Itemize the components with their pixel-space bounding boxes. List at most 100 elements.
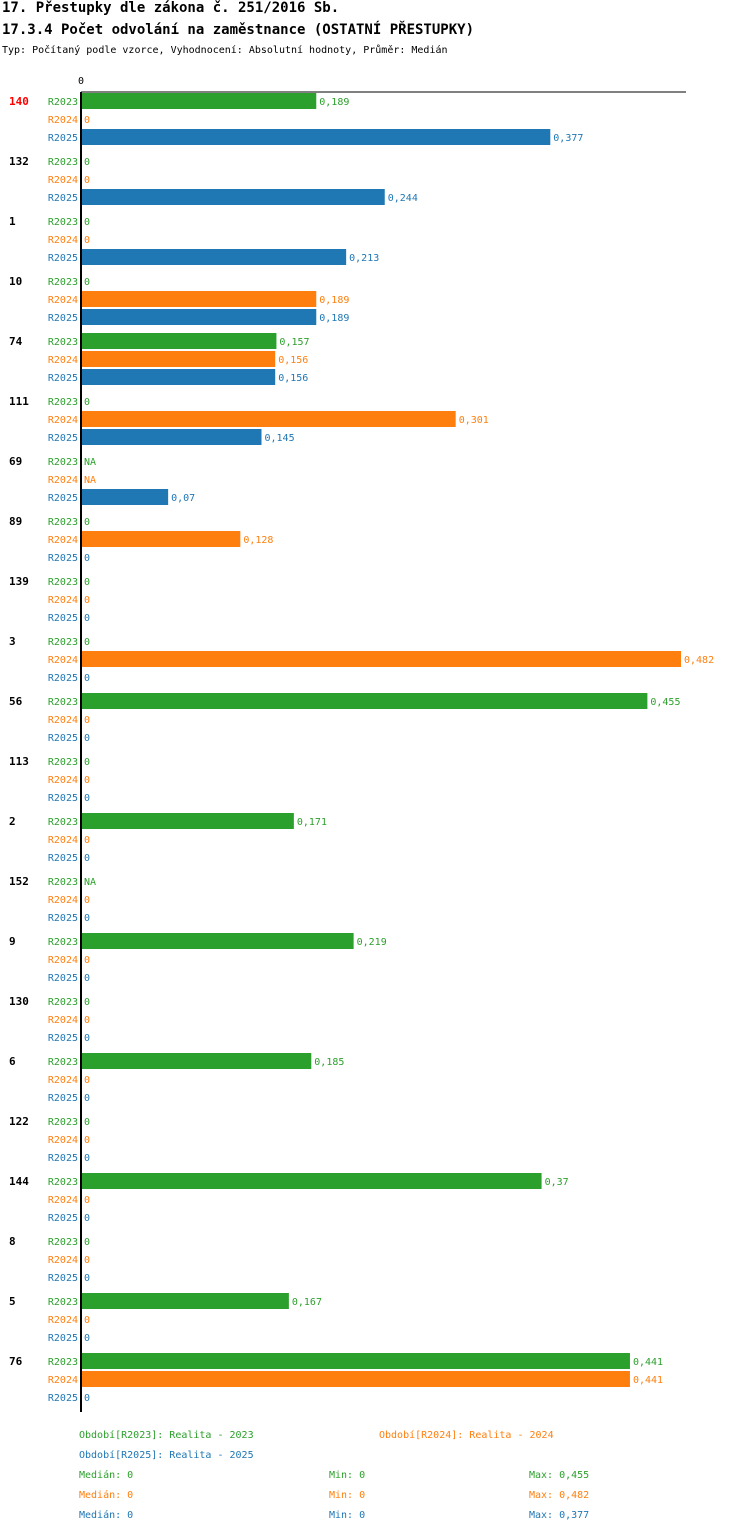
data-label-74-R2025: 0,156 <box>278 373 308 384</box>
series-label-R2024: R2024 <box>48 1315 78 1326</box>
series-label-R2024: R2024 <box>48 955 78 966</box>
data-label-140-R2024: 0 <box>84 115 90 126</box>
series-label-R2024: R2024 <box>48 1375 78 1386</box>
series-label-R2024: R2024 <box>48 415 78 426</box>
series-label-R2024: R2024 <box>48 475 78 486</box>
series-label-R2025: R2025 <box>48 853 78 864</box>
category-label-56: 56 <box>9 695 23 708</box>
series-label-R2023: R2023 <box>48 697 78 708</box>
data-label-9-R2025: 0 <box>84 973 90 984</box>
series-label-R2024: R2024 <box>48 1135 78 1146</box>
bar-2-R2023 <box>81 813 294 829</box>
series-label-R2024: R2024 <box>48 1075 78 1086</box>
data-label-152-R2023: NA <box>84 877 96 888</box>
data-label-2-R2025: 0 <box>84 853 90 864</box>
series-label-R2023: R2023 <box>48 877 78 888</box>
series-label-R2025: R2025 <box>48 193 78 204</box>
series-label-R2023: R2023 <box>48 277 78 288</box>
category-label-8: 8 <box>9 1235 16 1248</box>
category-label-76: 76 <box>9 1355 23 1368</box>
series-label-R2025: R2025 <box>48 673 78 684</box>
data-label-5-R2024: 0 <box>84 1315 90 1326</box>
data-label-152-R2024: 0 <box>84 895 90 906</box>
bar-144-R2023 <box>81 1173 542 1189</box>
data-label-69-R2025: 0,07 <box>171 493 195 504</box>
bar-76-R2023 <box>81 1353 630 1369</box>
chart-subtitle: 17.3.4 Počet odvolání na zaměstnance (OS… <box>2 22 475 38</box>
series-label-R2025: R2025 <box>48 373 78 384</box>
data-label-8-R2024: 0 <box>84 1255 90 1266</box>
bar-111-R2025 <box>81 429 262 445</box>
legend-period-R2024: Období[R2024]: Realita - 2024 <box>379 1429 554 1441</box>
category-label-111: 111 <box>9 395 29 408</box>
data-label-56-R2025: 0 <box>84 733 90 744</box>
category-label-6: 6 <box>9 1055 16 1068</box>
series-label-R2025: R2025 <box>48 613 78 624</box>
data-label-76-R2023: 0,441 <box>633 1357 663 1368</box>
data-label-56-R2023: 0,455 <box>650 697 680 708</box>
category-label-130: 130 <box>9 995 29 1008</box>
chart-type-info: Typ: Počítaný podle vzorce, Vyhodnocení:… <box>2 45 448 56</box>
category-label-122: 122 <box>9 1115 29 1128</box>
series-label-R2023: R2023 <box>48 457 78 468</box>
series-label-R2024: R2024 <box>48 175 78 186</box>
series-label-R2024: R2024 <box>48 295 78 306</box>
data-label-122-R2025: 0 <box>84 1153 90 1164</box>
data-label-152-R2025: 0 <box>84 913 90 924</box>
data-label-69-R2023: NA <box>84 457 96 468</box>
axis-zero-label: 0 <box>78 76 84 87</box>
data-label-122-R2024: 0 <box>84 1135 90 1146</box>
category-label-139: 139 <box>9 575 29 588</box>
data-label-130-R2024: 0 <box>84 1015 90 1026</box>
category-label-69: 69 <box>9 455 22 468</box>
series-label-R2025: R2025 <box>48 133 78 144</box>
series-label-R2025: R2025 <box>48 1333 78 1344</box>
category-label-140: 140 <box>9 95 29 108</box>
data-label-113-R2023: 0 <box>84 757 90 768</box>
series-label-R2025: R2025 <box>48 253 78 264</box>
bar-74-R2023 <box>81 333 277 349</box>
data-label-56-R2024: 0 <box>84 715 90 726</box>
series-label-R2025: R2025 <box>48 313 78 324</box>
series-label-R2025: R2025 <box>48 1393 78 1404</box>
category-label-2: 2 <box>9 815 16 828</box>
bar-3-R2024 <box>81 651 681 667</box>
bar-69-R2025 <box>81 489 169 505</box>
data-label-8-R2025: 0 <box>84 1273 90 1284</box>
series-label-R2024: R2024 <box>48 775 78 786</box>
legend-median-1: Medián: 0 <box>79 1489 133 1501</box>
series-label-R2024: R2024 <box>48 655 78 666</box>
bar-140-R2023 <box>81 93 317 109</box>
series-label-R2024: R2024 <box>48 595 78 606</box>
data-label-1-R2025: 0,213 <box>349 253 379 264</box>
legend-max-1: Max: 0,482 <box>529 1490 589 1501</box>
series-label-R2023: R2023 <box>48 817 78 828</box>
data-label-111-R2023: 0 <box>84 397 90 408</box>
series-label-R2025: R2025 <box>48 553 78 564</box>
data-label-10-R2024: 0,189 <box>319 295 349 306</box>
series-label-R2025: R2025 <box>48 793 78 804</box>
data-label-139-R2024: 0 <box>84 595 90 606</box>
series-label-R2025: R2025 <box>48 1213 78 1224</box>
data-label-111-R2024: 0,301 <box>459 415 489 426</box>
legend-period-R2025: Období[R2025]: Realita - 2025 <box>79 1449 254 1461</box>
series-label-R2025: R2025 <box>48 493 78 504</box>
data-label-74-R2024: 0,156 <box>278 355 308 366</box>
series-label-R2023: R2023 <box>48 1297 78 1308</box>
category-label-5: 5 <box>9 1295 16 1308</box>
data-label-1-R2024: 0 <box>84 235 90 246</box>
data-label-3-R2023: 0 <box>84 637 90 648</box>
bar-56-R2023 <box>81 693 648 709</box>
series-label-R2024: R2024 <box>48 835 78 846</box>
category-label-1: 1 <box>9 215 16 228</box>
data-label-74-R2023: 0,157 <box>279 337 309 348</box>
data-label-9-R2024: 0 <box>84 955 90 966</box>
data-label-3-R2024: 0,482 <box>684 655 714 666</box>
data-label-8-R2023: 0 <box>84 1237 90 1248</box>
series-label-R2024: R2024 <box>48 535 78 546</box>
series-label-R2024: R2024 <box>48 1255 78 1266</box>
category-label-74: 74 <box>9 335 23 348</box>
data-label-140-R2023: 0,189 <box>319 97 349 108</box>
data-label-113-R2024: 0 <box>84 775 90 786</box>
category-label-9: 9 <box>9 935 16 948</box>
